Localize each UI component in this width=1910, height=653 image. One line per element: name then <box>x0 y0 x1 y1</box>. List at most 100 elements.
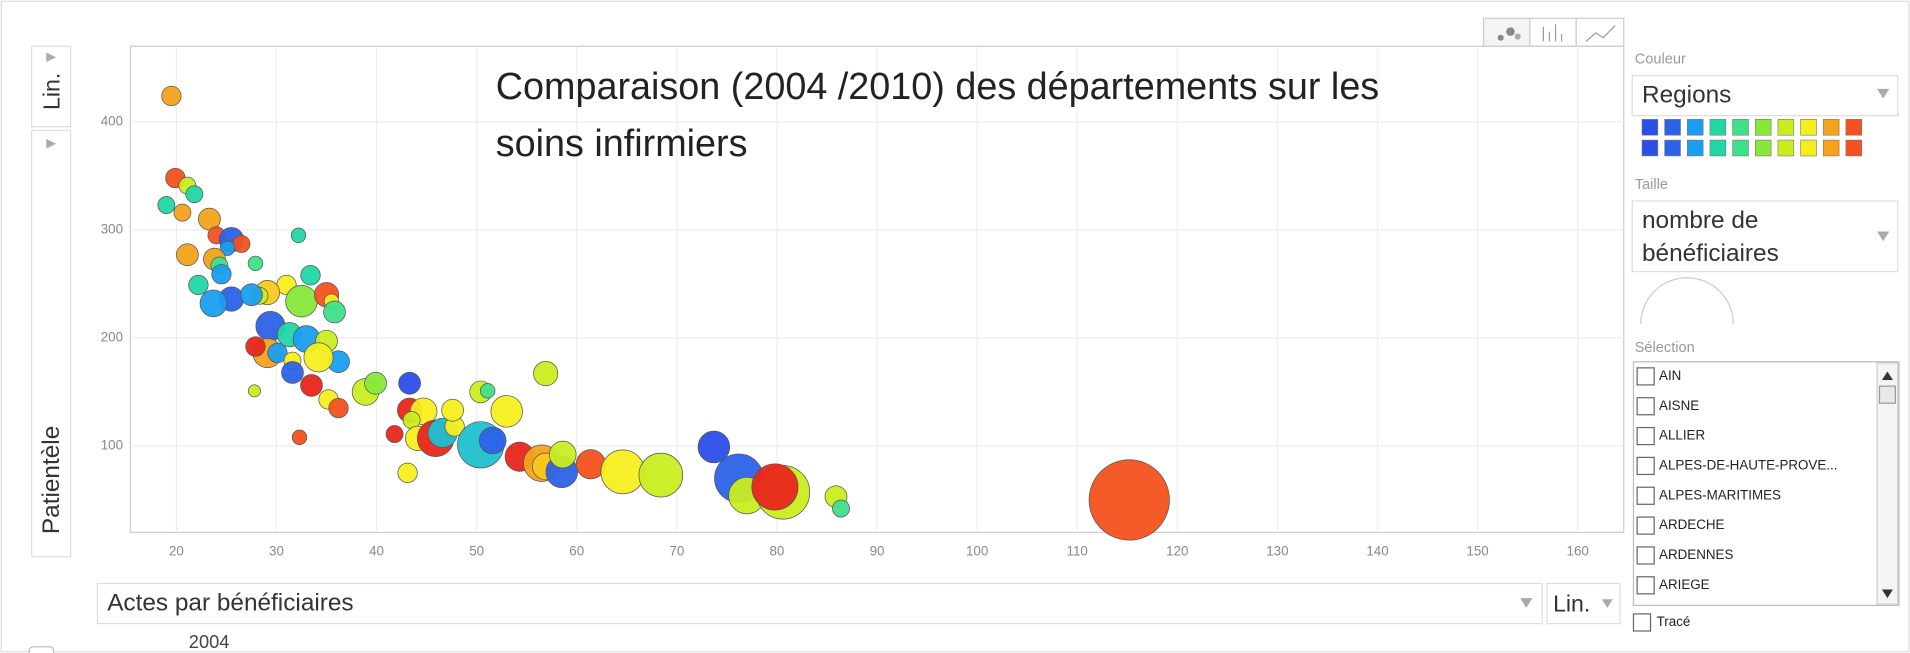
bubble[interactable] <box>697 430 731 464</box>
bubble[interactable] <box>188 274 209 296</box>
swatch <box>1822 119 1840 136</box>
bubble[interactable] <box>176 243 199 267</box>
line-tab[interactable] <box>1575 17 1625 47</box>
checkbox[interactable] <box>1636 397 1655 416</box>
bubble[interactable] <box>290 227 307 243</box>
bubble[interactable] <box>211 264 232 285</box>
bubble[interactable] <box>247 255 264 272</box>
bubble[interactable] <box>245 336 266 357</box>
swatch <box>1709 119 1727 136</box>
y-axis-select[interactable] <box>31 129 72 558</box>
swatch <box>1687 119 1704 136</box>
play-button[interactable] <box>28 646 55 653</box>
bubble[interactable] <box>303 342 334 373</box>
bubble[interactable] <box>185 185 204 204</box>
bubble[interactable] <box>285 284 318 318</box>
color-value: Regions <box>1642 82 1731 109</box>
bubble[interactable] <box>240 283 263 307</box>
checkbox[interactable] <box>1636 546 1655 565</box>
bubble[interactable] <box>638 452 684 498</box>
arrow <box>1881 371 1893 381</box>
selection-item: ARDENNES <box>1659 547 1733 562</box>
bubble[interactable] <box>490 395 523 428</box>
checkbox[interactable] <box>1636 516 1655 535</box>
swatch <box>1800 119 1817 136</box>
grid: 20 30 40 50 60 70 80 90 100 110 120 130 140 150 160 100… <box>101 46 1624 558</box>
bubble[interactable] <box>385 425 404 443</box>
color-label: Couleur <box>1635 52 1686 68</box>
bubble[interactable] <box>600 449 646 495</box>
bubble[interactable] <box>281 361 304 384</box>
bubble[interactable] <box>548 440 577 469</box>
y-scale: Lin. <box>39 73 65 110</box>
arrow <box>1877 88 1890 99</box>
bubble[interactable] <box>398 371 421 395</box>
scrollbar[interactable] <box>1876 362 1899 605</box>
checkbox[interactable] <box>1636 486 1655 505</box>
x-axis-label: Actes par bénéficiaires <box>107 590 353 617</box>
selection-item: AIN <box>1659 368 1681 383</box>
swatch <box>1777 119 1795 136</box>
bubble[interactable] <box>173 203 192 222</box>
selection-item: ARIEGE <box>1659 577 1710 592</box>
bubble[interactable] <box>751 463 799 511</box>
selection-list[interactable] <box>1632 361 1900 607</box>
x-tick-label: 50 <box>469 543 484 558</box>
bubbles <box>157 85 1170 541</box>
swatch <box>1754 119 1772 136</box>
bubble[interactable] <box>479 383 496 399</box>
bubble[interactable] <box>323 300 346 324</box>
x-tick-label: 40 <box>369 543 384 558</box>
arrow <box>46 138 57 149</box>
scroll-thumb[interactable] <box>1878 385 1896 404</box>
x-tick-label: 140 <box>1366 543 1388 558</box>
bubble[interactable] <box>247 384 261 398</box>
bubble[interactable] <box>328 397 349 419</box>
bubble[interactable] <box>364 371 387 395</box>
checkbox[interactable] <box>1636 576 1655 595</box>
selection-item: ALPES-MARITIMES <box>1659 487 1781 502</box>
bubble[interactable] <box>441 398 464 422</box>
bubble[interactable] <box>199 289 228 318</box>
size-select[interactable] <box>1631 200 1899 273</box>
bubble[interactable] <box>832 499 850 518</box>
bubble[interactable] <box>291 429 308 445</box>
color-select[interactable] <box>1631 74 1899 117</box>
bubble[interactable] <box>478 426 507 455</box>
checkbox[interactable] <box>1636 456 1655 476</box>
x-tick-label: 110 <box>1067 543 1088 558</box>
bubble[interactable] <box>300 374 323 397</box>
selection-items: AIN AISNE ALLIER ALPES-DE-HAUTE-PROVE... ALP… <box>1636 367 1837 595</box>
x-tick-label: 150 <box>1466 543 1488 558</box>
x-tick-label: 70 <box>669 543 684 558</box>
arrow <box>1601 599 1613 608</box>
size-label: Taille <box>1635 177 1668 193</box>
x-axis-select[interactable] <box>96 582 1543 625</box>
trace-checkbox[interactable] <box>1632 613 1652 632</box>
bubble[interactable] <box>533 360 559 387</box>
bubble[interactable] <box>219 240 236 256</box>
x-tick-label: 90 <box>870 543 885 558</box>
bubble[interactable] <box>157 196 176 214</box>
selection-item: AISNE <box>1659 398 1699 413</box>
bubble[interactable] <box>161 85 182 107</box>
bubble[interactable] <box>397 462 418 484</box>
swatch <box>1777 139 1795 157</box>
bubble[interactable] <box>232 235 251 253</box>
view-tabs[interactable] <box>1483 17 1625 47</box>
y-tick-label: 300 <box>101 221 123 236</box>
bar-tab[interactable] <box>1529 17 1577 47</box>
checkbox[interactable] <box>1636 426 1655 446</box>
swatch <box>1845 139 1863 157</box>
checkbox[interactable] <box>1636 367 1655 386</box>
swatch <box>1800 139 1817 157</box>
x-tick-label: 100 <box>966 543 988 558</box>
x-tick-label: 80 <box>769 543 784 558</box>
bubble[interactable] <box>1088 459 1170 541</box>
color-legend <box>1641 119 1863 157</box>
bubble[interactable] <box>300 265 321 286</box>
bubble[interactable] <box>267 342 288 364</box>
chart-title: Comparaison (2004 /2010) des département… <box>496 66 1379 108</box>
